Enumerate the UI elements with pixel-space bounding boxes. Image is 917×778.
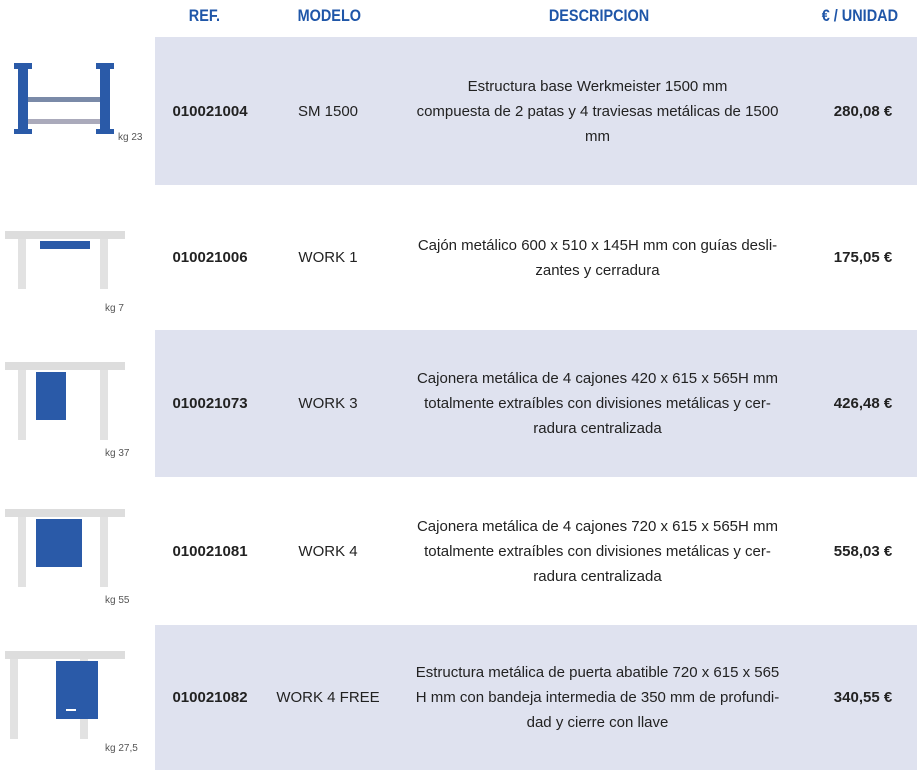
descripcion-line: totalmente extraíbles con divisiones met… <box>424 395 771 412</box>
product-image <box>5 231 125 289</box>
ref: 010021081 <box>172 542 248 560</box>
descripcion-line: zantes y cerradura <box>535 261 660 279</box>
ref: 010021004 <box>172 102 248 120</box>
product-image <box>5 509 125 587</box>
modelo: WORK 1 <box>298 249 358 266</box>
descripcion-line: Estructura base Werkmeister 1500 mm <box>467 77 728 95</box>
table-row: kg 7 010021006 WORK 1 Cajón metálico 600 x … <box>0 185 917 330</box>
product-image <box>5 651 125 739</box>
descripcion-line: totalmente extraíbles con divisiones met… <box>424 542 771 560</box>
descripcion-line: H mm con bandeja intermedia de 350 mm de… <box>415 689 780 706</box>
precio: 340,55 € <box>833 689 893 706</box>
descripcion-line: mm <box>585 127 610 145</box>
weight: kg 23 <box>118 132 143 143</box>
modelo: WORK 4 FREE <box>276 689 380 706</box>
descripcion-line: dad y cierre con llave <box>526 714 669 731</box>
descripcion-text: Cajón metálico 600 x 510 x 145H mm con g… <box>418 233 777 283</box>
row-background <box>155 625 917 770</box>
descripcion-text: Cajonera metálica de 4 cajones 420 x 615… <box>417 366 778 441</box>
table-row: kg 27,5 010021082 WORK 4 FREE Estructura me… <box>0 625 917 770</box>
row-background <box>155 185 917 330</box>
precio: 558,03 € <box>833 542 893 560</box>
weight: kg 7 <box>105 303 124 314</box>
descripcion-line: Cajón metálico 600 x 510 x 145H mm con g… <box>417 236 778 254</box>
descripcion-line: compuesta de 2 patas y 4 traviesas metál… <box>416 102 779 120</box>
descripcion: Cajonera metálica de 4 cajones 420 x 615… <box>390 330 805 477</box>
ref: 010021073 <box>172 395 248 412</box>
modelo: WORK 3 <box>298 395 358 412</box>
product-image <box>5 362 125 440</box>
precio: 175,05 € <box>833 249 893 266</box>
table-row: kg 55 010021081 WORK 4 Cajonera metálica de… <box>0 477 917 625</box>
descripcion-line: Estructura metálica de puerta abatible 7… <box>415 664 780 681</box>
weight: kg 55 <box>105 595 130 606</box>
modelo: WORK 4 <box>298 542 358 560</box>
descripcion-text: Estructura metálica de puerta abatible 7… <box>416 660 780 735</box>
weight: kg 27,5 <box>105 743 138 754</box>
row-background <box>155 477 917 625</box>
descripcion: Estructura base Werkmeister 1500 mm compu… <box>390 37 805 185</box>
row-background <box>155 330 917 477</box>
ref: 010021006 <box>172 249 248 266</box>
descripcion: Cajón metálico 600 x 510 x 145H mm con g… <box>390 185 805 330</box>
descripcion-line: radura centralizada <box>533 567 662 585</box>
weight: kg 37 <box>105 448 130 459</box>
header-descripcion: DESCRIPCION <box>548 6 650 25</box>
row-background <box>155 37 917 185</box>
descripcion-line: Cajonera metálica de 4 cajones 420 x 615… <box>416 370 779 387</box>
descripcion: Cajonera metálica de 4 cajones 720 x 615… <box>390 477 805 625</box>
ref: 010021082 <box>172 689 248 706</box>
descripcion-line: radura centralizada <box>533 420 662 437</box>
product-image <box>14 63 114 134</box>
header-precio: € / UNIDAD <box>821 6 899 25</box>
descripcion-text: Cajonera metálica de 4 cajones 720 x 615… <box>417 514 778 589</box>
header-modelo: MODELO <box>297 6 362 25</box>
table-row: kg 37 010021073 WORK 3 Cajonera metálica de… <box>0 330 917 477</box>
descripcion-line: Cajonera metálica de 4 cajones 720 x 615… <box>416 517 779 535</box>
precio: 280,08 € <box>833 102 893 120</box>
table-row: kg 23 010021004 SM 1500 Estructura base Wer… <box>0 37 917 185</box>
precio: 426,48 € <box>833 395 893 412</box>
header-ref: REF. <box>188 6 221 25</box>
descripcion-text: Estructura base Werkmeister 1500 mm compu… <box>417 74 779 149</box>
modelo: SM 1500 <box>297 102 359 120</box>
descripcion: Estructura metálica de puerta abatible 7… <box>390 625 805 770</box>
